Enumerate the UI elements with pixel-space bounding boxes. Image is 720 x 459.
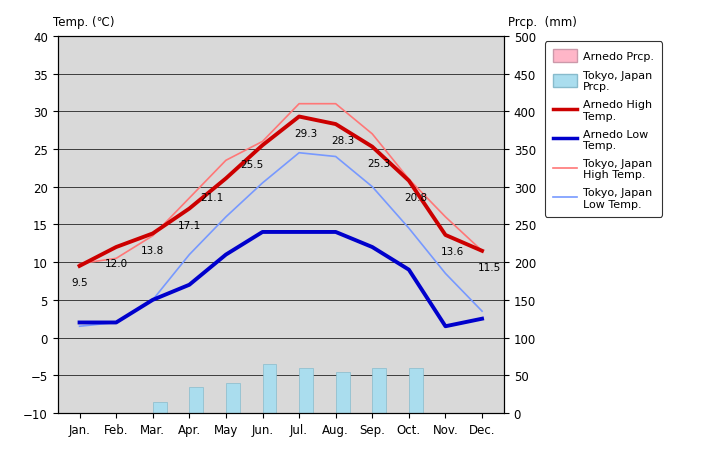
Bar [336, 372, 350, 413]
Text: 9.5: 9.5 [71, 277, 88, 287]
Bar [139, 413, 153, 459]
Bar [189, 387, 203, 413]
Text: Prcp.  (mm): Prcp. (mm) [508, 16, 577, 29]
Bar [395, 413, 409, 459]
Bar [226, 383, 240, 413]
Text: 25.3: 25.3 [368, 158, 391, 168]
Text: 20.8: 20.8 [404, 192, 428, 202]
Text: 11.5: 11.5 [477, 263, 500, 272]
Bar [431, 413, 446, 459]
Bar [79, 413, 94, 447]
Text: 13.6: 13.6 [441, 246, 464, 257]
Bar [116, 413, 130, 447]
Bar [409, 368, 423, 413]
Bar [66, 413, 79, 459]
Bar [482, 413, 496, 447]
Bar [248, 413, 263, 454]
Bar [359, 413, 372, 459]
Bar [372, 368, 386, 413]
Bar [285, 413, 299, 459]
Text: 12.0: 12.0 [104, 258, 127, 269]
Text: 21.1: 21.1 [200, 193, 224, 203]
Bar [299, 368, 313, 413]
Bar [322, 413, 336, 459]
Bar [446, 413, 459, 417]
Legend: Arnedo Prcp., Tokyo, Japan
Prcp., Arnedo High
Temp., Arnedo Low
Temp., Tokyo, Ja: Arnedo Prcp., Tokyo, Japan Prcp., Arnedo… [545, 42, 662, 217]
Bar [153, 402, 166, 413]
Text: Temp. (℃): Temp. (℃) [53, 16, 114, 29]
Bar [263, 364, 276, 413]
Bar [212, 413, 226, 458]
Bar [468, 413, 482, 459]
Text: 29.3: 29.3 [294, 129, 318, 138]
Text: 25.5: 25.5 [240, 160, 263, 170]
Text: 28.3: 28.3 [331, 136, 354, 146]
Bar [102, 413, 116, 459]
Text: 17.1: 17.1 [178, 220, 201, 230]
Bar [176, 413, 189, 458]
Text: 13.8: 13.8 [141, 245, 164, 255]
